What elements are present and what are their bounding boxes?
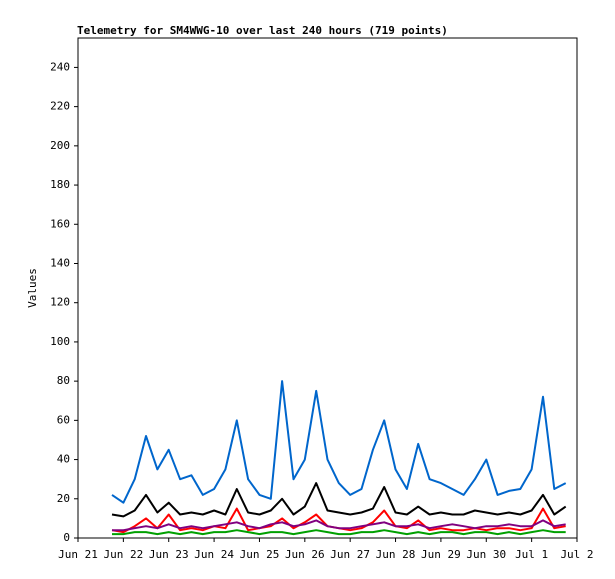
x-tick-label: Jun 26 [285,548,325,561]
series-line [112,529,566,536]
chart-title: Telemetry for SM4WWG-10 over last 240 ho… [77,24,448,37]
x-tick-label: Jul 2 [560,548,593,561]
y-tick-label: 100 [50,335,70,348]
y-axis-label: Values [26,268,39,308]
y-tick-label: 140 [50,256,70,269]
series-line [111,380,567,504]
y-tick-label: 180 [50,178,70,191]
x-tick-label: Jun 24 [194,548,234,561]
y-tick-label: 220 [50,100,70,113]
y-tick-label: 160 [50,217,70,230]
y-tick-label: 200 [50,139,70,152]
x-tick-label: Jun 23 [149,548,189,561]
x-tick-label: Jun 27 [330,548,370,561]
plot-frame [77,37,578,539]
y-tick-label: 80 [57,374,70,387]
series-line [112,519,566,532]
x-tick-label: Jul 1 [515,548,548,561]
x-tick-label: Jun 29 [421,548,461,561]
x-tick-label: Jun 22 [103,548,143,561]
y-tick-label: 240 [50,60,70,73]
x-tick-label: Jun 28 [376,548,416,561]
x-tick-label: Jun 25 [240,548,280,561]
x-tick-label: Jun 21 [58,548,98,561]
y-tick-label: 40 [57,453,70,466]
y-tick-label: 60 [57,413,70,426]
x-tick-label: Jun 30 [466,548,506,561]
y-tick-label: 120 [50,296,70,309]
y-tick-label: 0 [63,531,70,544]
y-tick-label: 20 [57,492,70,505]
series-line [111,482,567,518]
